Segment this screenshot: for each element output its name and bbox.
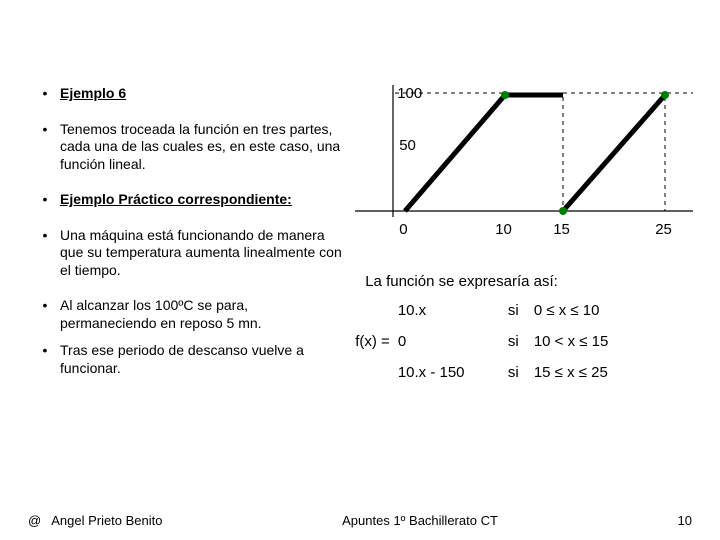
heading-ejemplo-practico: Ejemplo Práctico correspondiente:	[60, 191, 345, 209]
heading-ejemplo-6: Ejemplo 6	[60, 85, 345, 103]
case-expression: 0	[398, 333, 508, 350]
bullet-dot: •	[30, 191, 60, 209]
right-column: 100 50 0 10 15 25 La función se expresaría as…	[355, 85, 700, 381]
case-expression: 10.x - 150	[398, 364, 508, 381]
case-si: si	[508, 364, 534, 381]
expression-title: La función se expresaría así:	[355, 273, 700, 290]
footer-author: Angel Prieto Benito	[51, 513, 162, 528]
para-intro: Tenemos troceada la función en tres part…	[60, 121, 345, 174]
para-machine-2: Al alcanzar los 100ºC se para, permaneci…	[60, 297, 345, 332]
footer-center: Apuntes 1º Bachillerato CT	[163, 513, 678, 528]
chart-x-label: 25	[655, 221, 672, 238]
case-si: si	[508, 302, 534, 319]
case-row: 10.x - 150si15 ≤ x ≤ 25	[398, 364, 609, 381]
bullet-dot: •	[30, 342, 60, 377]
bullet-dot: •	[30, 121, 60, 174]
piecewise-function: f(x) = 10.xsi0 ≤ x ≤ 100si10 < x ≤ 1510.…	[355, 302, 700, 381]
chart-x-label: 15	[553, 221, 570, 238]
chart-y-label: 100	[397, 85, 422, 102]
chart-x-label: 0	[399, 221, 407, 238]
fx-label: f(x) =	[355, 333, 390, 350]
footer-page: 10	[678, 513, 692, 528]
case-condition: 10 < x ≤ 15	[534, 333, 609, 350]
footer: @ Angel Prieto Benito Apuntes 1º Bachill…	[0, 513, 720, 528]
para-machine-1: Una máquina está funcionando de manera q…	[60, 227, 345, 280]
para-machine-3: Tras ese periodo de descanso vuelve a fu…	[60, 342, 345, 377]
chart-x-label: 10	[495, 221, 512, 238]
case-condition: 0 ≤ x ≤ 10	[534, 302, 600, 319]
case-si: si	[508, 333, 534, 350]
case-condition: 15 ≤ x ≤ 25	[534, 364, 608, 381]
bullet-dot: •	[30, 85, 60, 103]
case-expression: 10.x	[398, 302, 508, 319]
chart: 100 50 0 10 15 25	[355, 85, 695, 255]
case-row: 10.xsi0 ≤ x ≤ 10	[398, 302, 609, 319]
bullet-dot: •	[30, 227, 60, 280]
bullet-dot: •	[30, 297, 60, 332]
cases-container: 10.xsi0 ≤ x ≤ 100si10 < x ≤ 1510.x - 150…	[398, 302, 609, 381]
footer-at-symbol: @	[28, 513, 41, 528]
left-column: • Ejemplo 6 • Tenemos troceada la funció…	[30, 85, 355, 381]
case-row: 0si10 < x ≤ 15	[398, 333, 609, 350]
chart-y-label: 50	[399, 137, 416, 154]
